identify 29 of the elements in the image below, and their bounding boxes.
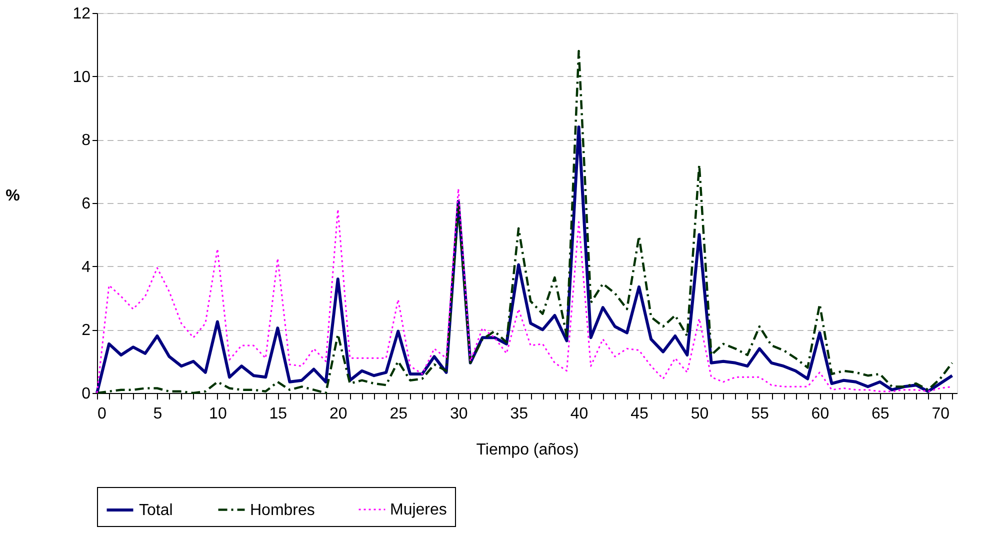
y-tick-label: 6 bbox=[82, 196, 91, 212]
x-tick-label: 25 bbox=[390, 406, 408, 422]
x-tick-label: 5 bbox=[153, 406, 162, 422]
y-tick-label: 10 bbox=[72, 68, 91, 86]
x-tick-label: 35 bbox=[510, 406, 528, 422]
y-axis-title: % bbox=[6, 188, 20, 204]
x-tick-label: 60 bbox=[811, 406, 830, 422]
x-tick-label: 50 bbox=[690, 406, 709, 422]
x-tick-label: 65 bbox=[872, 406, 890, 422]
legend-label: Mujeres bbox=[390, 502, 447, 518]
x-tick-label: 30 bbox=[450, 406, 468, 422]
line-series bbox=[96, 50, 954, 394]
x-tick-label: 40 bbox=[570, 406, 588, 422]
x-tick-label: 55 bbox=[751, 406, 769, 422]
legend-label: Total bbox=[139, 502, 173, 519]
y-tick-label: 2 bbox=[82, 322, 91, 340]
line-series bbox=[96, 188, 953, 394]
x-axis-title: Tiempo (años) bbox=[476, 442, 579, 458]
x-tick-label: 20 bbox=[330, 406, 348, 422]
y-tick-label: 8 bbox=[82, 132, 91, 150]
x-tick-label: 0 bbox=[98, 406, 106, 422]
legend-label: Hombres bbox=[250, 502, 315, 519]
y-tick-label: 4 bbox=[82, 258, 91, 276]
y-tick-label: 12 bbox=[72, 6, 91, 22]
x-tick-label: 70 bbox=[932, 406, 950, 422]
x-tick-label: 15 bbox=[269, 406, 288, 422]
x-tick-label: 10 bbox=[209, 406, 227, 422]
x-tick-label: 45 bbox=[630, 406, 649, 422]
y-tick-label: 0 bbox=[82, 386, 91, 402]
